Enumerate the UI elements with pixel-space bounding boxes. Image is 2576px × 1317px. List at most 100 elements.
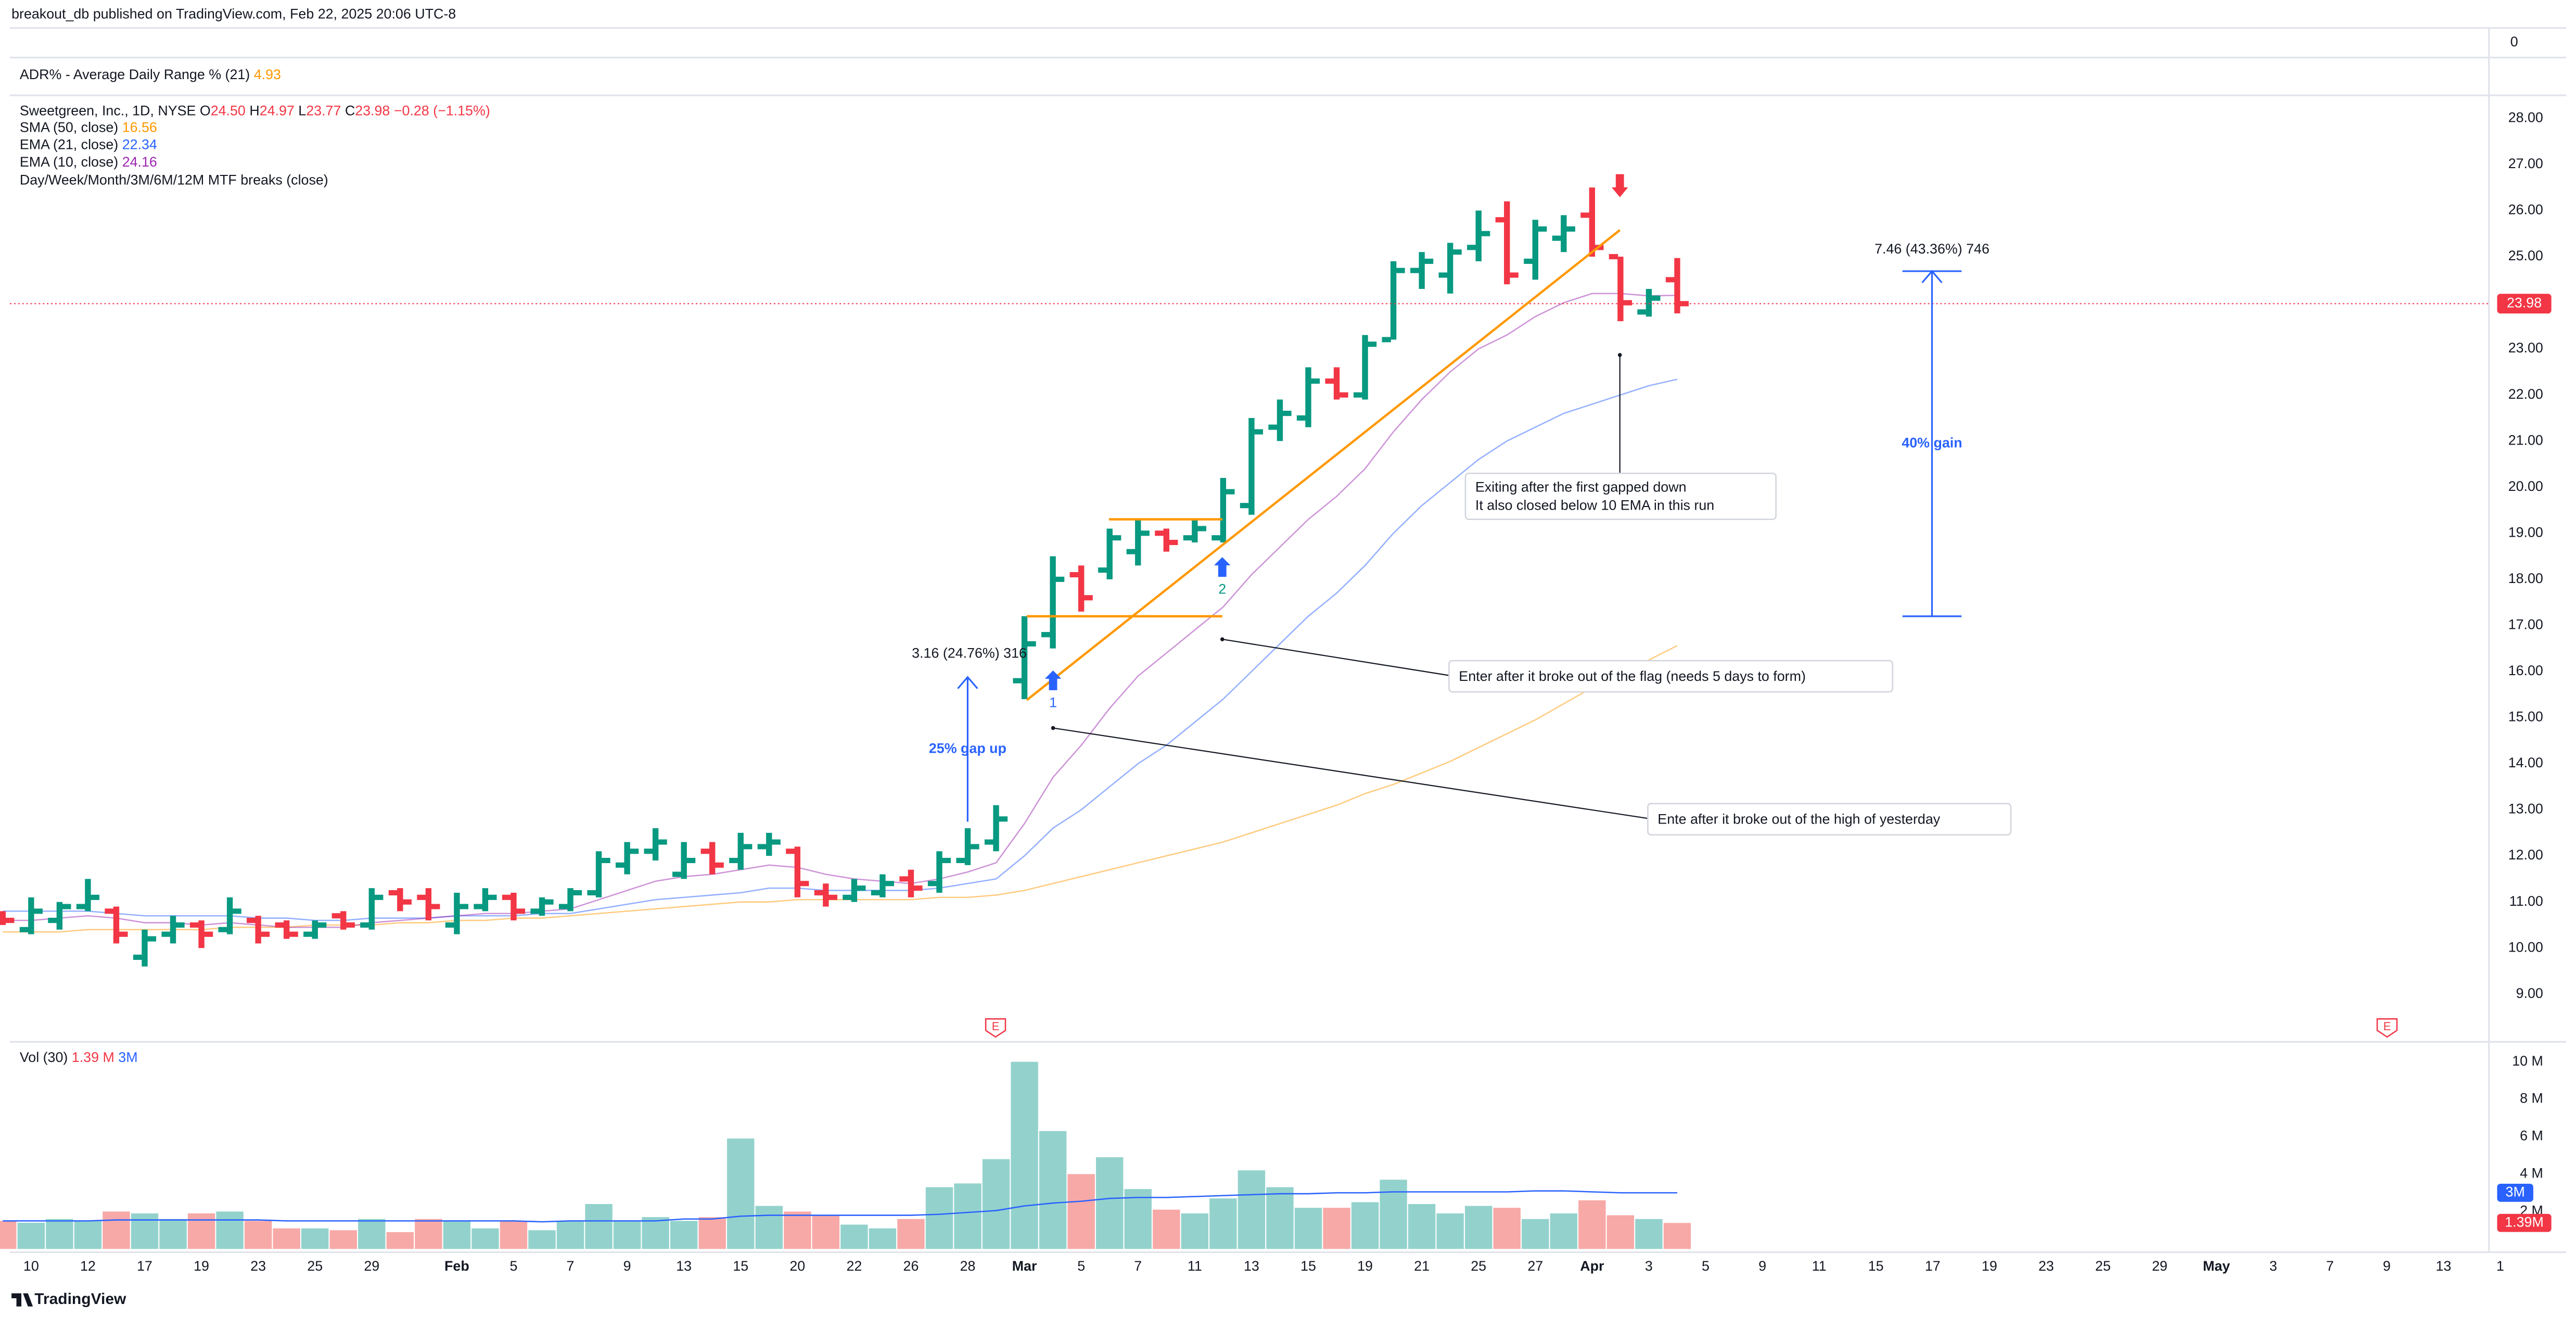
callout-box (1647, 803, 2012, 835)
earnings-label: E (2383, 1020, 2391, 1033)
bar-range (1532, 220, 1538, 280)
y-tick-label: 12.00 (2508, 847, 2543, 863)
bar-open (616, 862, 625, 868)
callout-dot (1220, 637, 1225, 641)
bar-open (76, 904, 86, 909)
x-tick-label: 23 (250, 1258, 266, 1274)
volume-bar (755, 1206, 783, 1249)
adr-axis-label: 0 (2510, 34, 2518, 49)
bar-open (700, 849, 710, 854)
x-tick-label: May (2203, 1258, 2230, 1274)
x-tick-label: 17 (137, 1258, 152, 1274)
x-tick-label: 7 (1134, 1258, 1142, 1274)
bar-range (737, 832, 744, 870)
h-label: H (249, 103, 259, 119)
entry-arrow (1044, 670, 1062, 690)
bar-close (33, 908, 43, 914)
bar-range (851, 879, 858, 902)
bar-open (558, 904, 568, 909)
bar-close (62, 904, 71, 909)
volume-bar (301, 1228, 329, 1249)
bar-close (1310, 378, 1320, 384)
volume-bar (1238, 1170, 1266, 1249)
bar-open (247, 918, 256, 923)
entry-label: 1 (1049, 694, 1057, 710)
earnings-marker (985, 1018, 1006, 1038)
bar-close (1254, 429, 1264, 435)
volume-bar (1039, 1131, 1067, 1249)
volume-bar (613, 1221, 641, 1249)
volume-value: 1.39 M (72, 1049, 114, 1065)
bar-close (828, 894, 837, 900)
bar-close (1481, 231, 1490, 236)
bar-close (232, 908, 241, 914)
bar-open (303, 931, 313, 937)
bar-range (1646, 289, 1652, 317)
volume-bar (1493, 1208, 1521, 1249)
volume-bar (1464, 1206, 1493, 1249)
x-tick-label: 22 (846, 1258, 862, 1274)
volume-bar (982, 1159, 1010, 1249)
last-price-tag (2497, 294, 2552, 314)
open: 24.50 (211, 103, 246, 119)
y-tick-label: 10.00 (2508, 939, 2543, 955)
bar-close (1651, 295, 1661, 301)
bar-range (511, 892, 517, 921)
bar-range (0, 911, 6, 925)
volume-title: Vol (30) (20, 1049, 68, 1065)
bar-close (289, 931, 298, 937)
publisher: breakout_db published on TradingView.com… (11, 6, 456, 22)
bar-open (161, 931, 171, 937)
bar-open (1183, 535, 1193, 541)
volume-bar (1550, 1213, 1578, 1249)
y-tick-label: 22.00 (2508, 386, 2543, 402)
bar-close (885, 881, 895, 887)
indicator-name: SMA (50, close) (20, 119, 118, 135)
volume-bar (500, 1221, 528, 1249)
bar-range (681, 842, 687, 879)
bar-open (1098, 567, 1107, 573)
bar-range (425, 888, 432, 921)
bar-open (1580, 212, 1590, 218)
volume-bar (812, 1215, 840, 1249)
bar-range (1135, 519, 1141, 566)
volume-bar (585, 1204, 613, 1249)
y-tick-label: 10 M (2512, 1053, 2543, 1069)
volume-bar (1067, 1174, 1095, 1249)
y-tick-label: 18.00 (2508, 571, 2543, 586)
x-tick-label: 13 (2436, 1258, 2452, 1274)
volume-bar (329, 1230, 357, 1249)
bar-open (984, 839, 994, 845)
bar-open (956, 857, 965, 864)
y-tick-label: 26.00 (2508, 202, 2543, 218)
bar-range (28, 897, 34, 934)
callout-text: Ente after it broke out of the high of y… (1657, 811, 1940, 827)
bar-range (454, 892, 460, 934)
x-tick-label: 19 (1982, 1258, 1997, 1274)
bar-close (658, 839, 667, 845)
y-tick-label: 9.00 (2516, 985, 2543, 1001)
bar-close (459, 904, 468, 909)
bar-close (1679, 301, 1689, 307)
bar-close (1055, 576, 1065, 582)
bar-close (970, 844, 979, 850)
bar-range (255, 916, 261, 944)
bar-range (85, 879, 91, 911)
bar-close (1197, 526, 1206, 531)
callout-text: It also closed below 10 EMA in this run (1475, 497, 1714, 513)
bar-range (312, 920, 318, 939)
trend-line (1026, 229, 1621, 701)
bar-range (908, 869, 914, 897)
bar-range (1447, 243, 1453, 294)
bar-close (374, 894, 384, 900)
indicator-legend: SMA (50, close) 16.56 (20, 119, 157, 135)
volume-bar (954, 1183, 981, 1249)
bar-open (1438, 272, 1448, 278)
bar-range (993, 805, 999, 852)
bar-close (686, 857, 696, 864)
indicator-name: EMA (21, close) (20, 137, 118, 153)
footer: TradingView (11, 1290, 126, 1308)
x-tick-label: 1 (2496, 1258, 2504, 1274)
bar-range (340, 911, 347, 930)
